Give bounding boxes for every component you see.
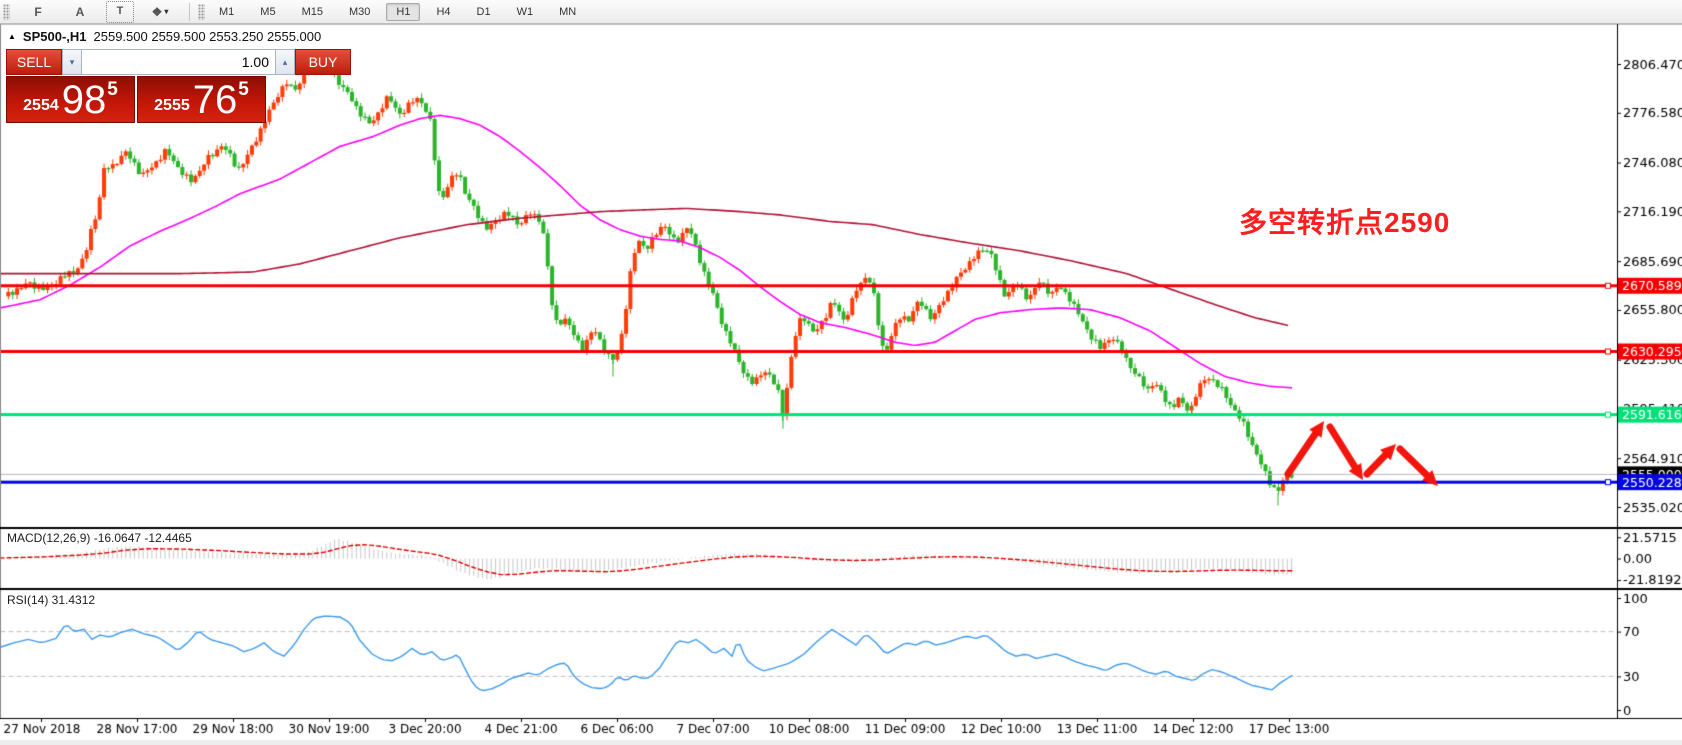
fibonacci-tool-icon[interactable]: F (34, 4, 42, 19)
one-click-trade-panel: SELL ▾ ▴ BUY 2554 98 5 2555 76 5 (6, 49, 351, 123)
timeframe-button-m1[interactable]: M1 (219, 5, 235, 18)
buy-price-prefix: 2555 (154, 97, 190, 114)
timeframe-button-h1[interactable]: H1 (386, 2, 421, 21)
volume-input[interactable] (82, 49, 275, 75)
chinese-annotation-text: 多空转折点2590 (1239, 207, 1451, 238)
top-toolbar: F A T ❖ ▾ M1 M5 M15 M30 H1 H4 D1 W1 MN (0, 0, 1682, 24)
timeframe-button-m15[interactable]: M15 (301, 5, 323, 18)
timeframe-button-d1[interactable]: D1 (476, 5, 491, 18)
timeframe-button-mn[interactable]: MN (559, 5, 577, 18)
text-tool-icon[interactable]: T (106, 0, 134, 23)
buy-button[interactable]: BUY (295, 49, 351, 75)
sell-price-prefix: 2554 (23, 97, 59, 114)
macd-indicator-label: MACD(12,26,9) -16.0647 -12.4465 (7, 531, 192, 545)
volume-decrease-button[interactable]: ▾ (62, 49, 82, 75)
rsi-indicator-label: RSI(14) 31.4312 (7, 593, 96, 607)
timeframe-button-h4[interactable]: H4 (436, 5, 451, 18)
shapes-tool-icon[interactable]: ❖ ▾ (151, 4, 169, 19)
buy-price-big: 76 (192, 78, 238, 122)
timeframe-button-w1[interactable]: W1 (516, 5, 534, 18)
symbol-label: SP500-,H1 (22, 29, 87, 44)
timeframe-button-m30[interactable]: M30 (348, 5, 371, 18)
arrow-label-tool-icon[interactable]: A (75, 4, 85, 19)
ohlc-values: 2559.500 2559.500 2553.250 2555.000 (93, 29, 322, 44)
toolbar-grip[interactable] (198, 3, 205, 20)
toolbar-separator (189, 2, 190, 21)
chevron-down-icon[interactable]: ▾ (164, 7, 169, 16)
buy-price-tile[interactable]: 2555 76 5 (137, 76, 266, 123)
toolbar-grip[interactable] (3, 3, 10, 20)
sell-price-big: 98 (61, 78, 107, 122)
collapse-triangle-icon[interactable]: ▲ (8, 32, 16, 41)
trade-prices-row: 2554 98 5 2555 76 5 (6, 76, 266, 123)
trade-controls-row: SELL ▾ ▴ BUY (6, 49, 351, 75)
sell-button[interactable]: SELL (6, 49, 62, 75)
sell-price-tile[interactable]: 2554 98 5 (6, 76, 135, 123)
timeframe-button-m5[interactable]: M5 (260, 5, 276, 18)
timeframes-group: M1 M5 M15 M30 H1 H4 D1 W1 MN (209, 2, 586, 21)
volume-increase-button[interactable]: ▴ (275, 49, 295, 75)
chart-title: ▲ SP500-,H1 2559.500 2559.500 2553.250 2… (8, 29, 321, 44)
drawing-tools-group: F A T ❖ ▾ (22, 0, 176, 23)
buy-price-sup: 5 (238, 79, 249, 100)
sell-price-sup: 5 (107, 79, 118, 100)
